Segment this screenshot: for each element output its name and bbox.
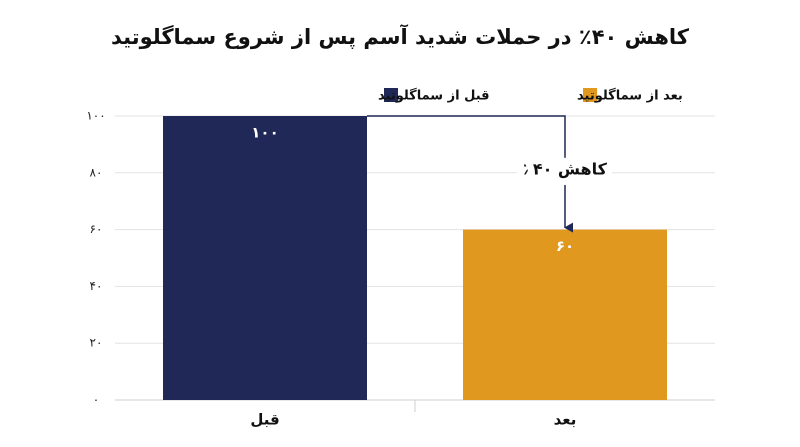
value-label: ۱۰۰ bbox=[251, 124, 278, 142]
bar bbox=[463, 229, 667, 400]
y-tick-label: ۴۰ bbox=[90, 279, 103, 293]
y-tick-label: ۲۰ bbox=[90, 336, 103, 350]
legend-swatch bbox=[583, 88, 597, 102]
y-tick-label: ۸۰ bbox=[90, 165, 103, 179]
value-label: ۶۰ bbox=[556, 237, 574, 255]
annotation-arrow bbox=[367, 115, 573, 233]
legend-label: قبل از سماگلوتید bbox=[378, 88, 490, 104]
x-tick-label: بعد bbox=[554, 411, 577, 429]
bar bbox=[163, 116, 367, 400]
y-tick-label: ۱۰۰ bbox=[86, 109, 105, 123]
x-tick-label: قبل bbox=[250, 411, 279, 429]
legend-label: بعد از سماگلوتید bbox=[577, 88, 683, 104]
y-tick-label: ۰ bbox=[93, 393, 99, 407]
y-tick-label: ۶۰ bbox=[90, 222, 103, 236]
legend-swatch bbox=[384, 88, 398, 102]
chart-title: کاهش ۴۰٪ در حملات شدید آسم پس از شروع سم… bbox=[111, 24, 690, 49]
annotation: کاهش ۴۰٪ bbox=[523, 159, 608, 178]
